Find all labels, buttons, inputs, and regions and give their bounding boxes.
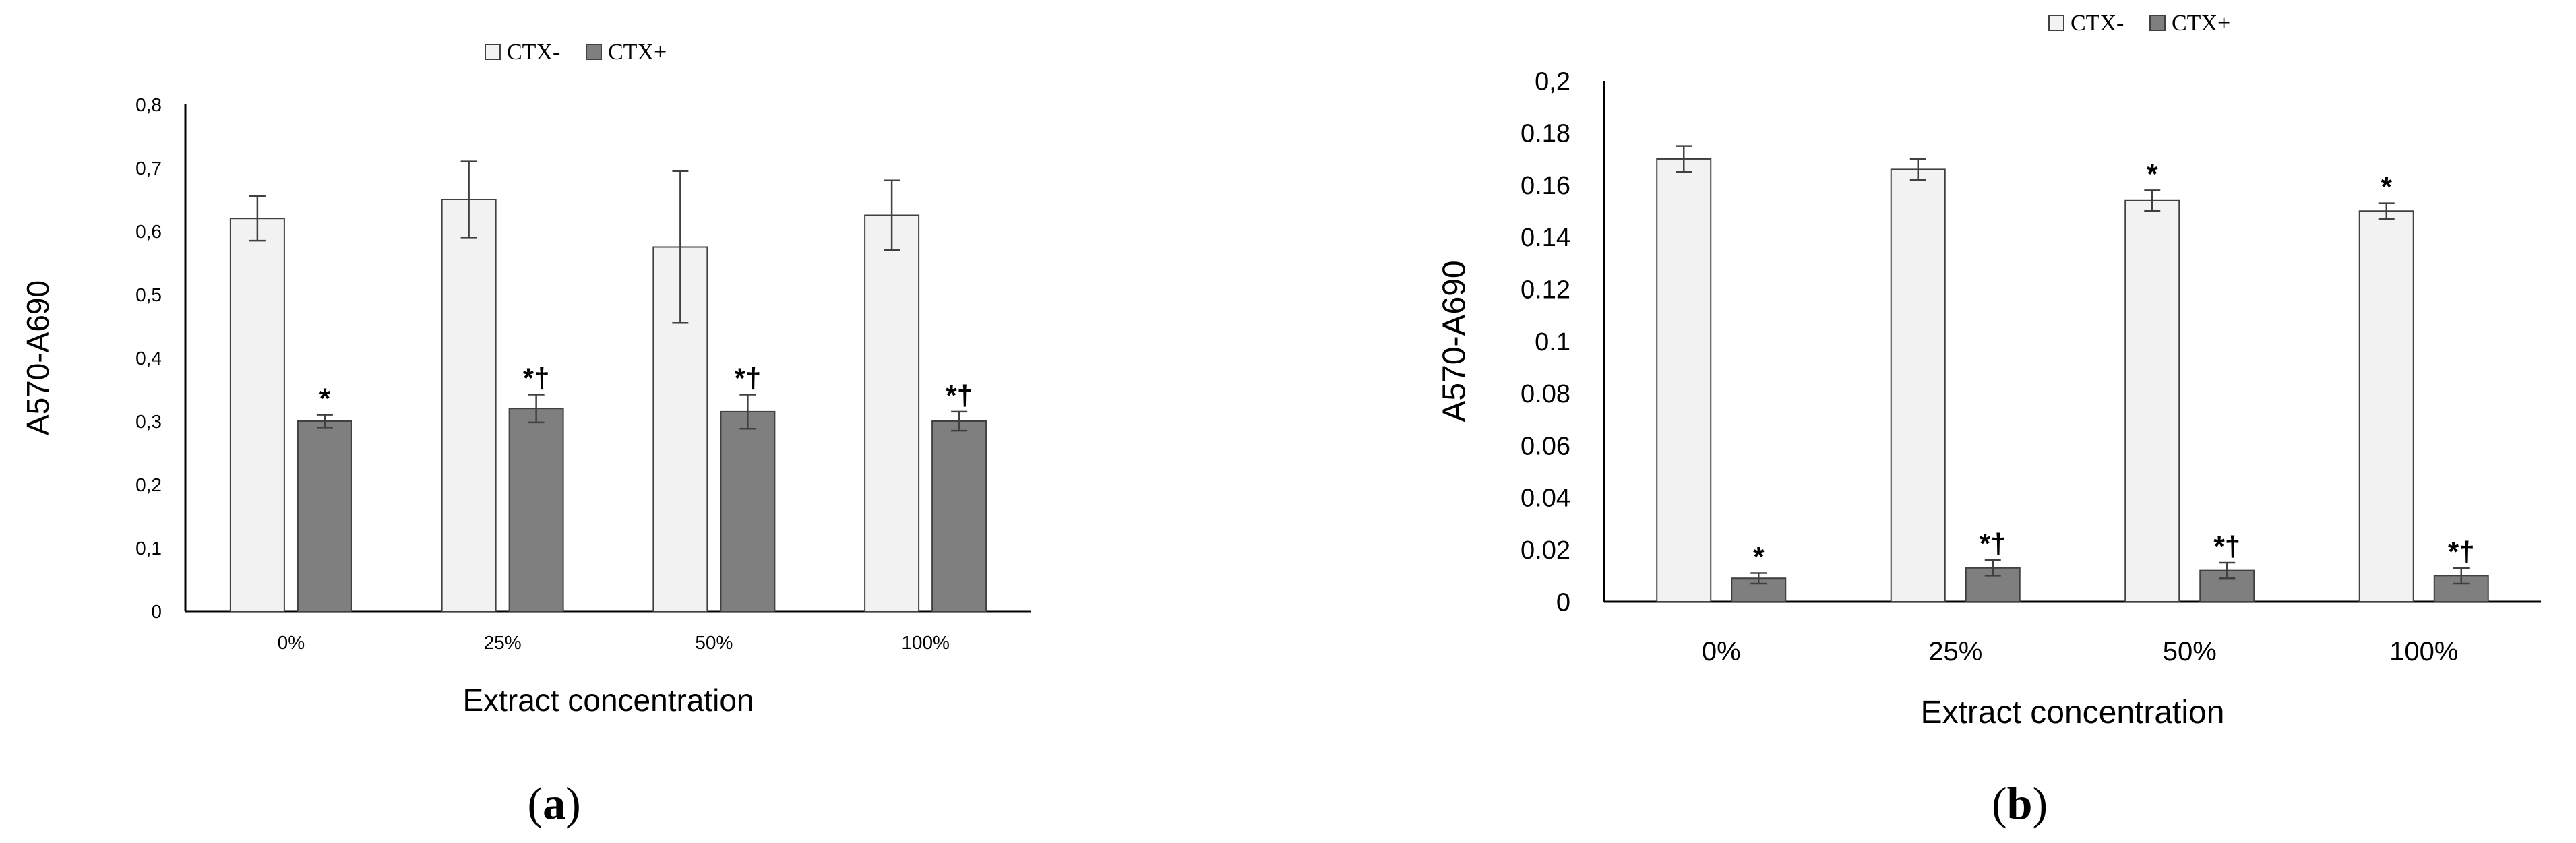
significance-marker: *† xyxy=(946,379,973,411)
bar-ctxplus-2 xyxy=(720,410,776,613)
y-tick-label: 0.12 xyxy=(1521,276,1570,305)
x-tick-label: 25% xyxy=(484,632,522,653)
y-tick-label: 0.1 xyxy=(1535,328,1570,356)
significance-marker: * xyxy=(1753,540,1765,572)
y-tick-label: 0.02 xyxy=(1521,536,1570,565)
legend-label: CTX- xyxy=(507,40,560,65)
x-tick-label: 25% xyxy=(1928,637,1982,666)
legend-label: CTX- xyxy=(2071,11,2124,36)
legend-swatch xyxy=(586,44,602,60)
x-tick-label: 50% xyxy=(2163,637,2217,666)
significance-marker: *† xyxy=(2448,536,2475,567)
bar-ctxminus-0 xyxy=(1656,158,1712,602)
x-tick-label: 100% xyxy=(901,632,950,653)
significance-marker: * xyxy=(2381,171,2393,203)
significance-marker: *† xyxy=(523,363,550,394)
bar-ctxminus-1 xyxy=(441,199,497,612)
y-tick-label: 0,8 xyxy=(135,94,162,115)
y-tick-label: 0.06 xyxy=(1521,432,1570,460)
panel-label: (b) xyxy=(1992,778,2048,829)
chart-panel-b: 0 0.02 0.04 0.06 0.08 0.1 0.12 0.14 0.16 0.18 0,2 A… xyxy=(1437,11,2541,829)
bar-ctxminus-2 xyxy=(2124,199,2180,603)
y-tick-label: 0,7 xyxy=(135,158,162,179)
x-axis-label: Extract concentration xyxy=(462,683,754,718)
y-tick-label: 0,5 xyxy=(135,284,162,305)
y-axis-label: A570-A690 xyxy=(20,280,55,435)
y-tick-label: 0.18 xyxy=(1521,120,1570,148)
x-tick-label: 100% xyxy=(2389,637,2458,666)
legend: CTX- CTX+ xyxy=(2048,11,2230,36)
legend-swatch xyxy=(2149,15,2166,31)
y-tick-label: 0.04 xyxy=(1521,485,1570,513)
bar-ctxplus-3 xyxy=(931,420,987,612)
x-tick-label: 0% xyxy=(1702,637,1741,666)
legend: CTX- CTX+ xyxy=(485,40,667,65)
y-tick-label: 0,3 xyxy=(135,411,162,432)
legend-swatch xyxy=(485,44,501,60)
y-tick-label: 0.08 xyxy=(1521,380,1570,408)
x-tick-label: 50% xyxy=(695,632,733,653)
x-axis-label: Extract concentration xyxy=(1921,695,2225,730)
bar-ctxminus-0 xyxy=(229,218,285,612)
panel-label: (a) xyxy=(528,778,581,829)
chart-panel-a: 0 0,1 0,2 0,3 0,4 0,5 0,6 0,7 0,8 A570-A690 * 0% *† 2… xyxy=(20,40,1031,829)
significance-marker: *† xyxy=(1980,528,2006,559)
bar-ctxminus-3 xyxy=(2358,210,2414,602)
y-tick-label: 0 xyxy=(1556,588,1570,617)
significance-marker: *† xyxy=(2213,530,2240,562)
y-tick-label: 0,1 xyxy=(135,538,162,559)
significance-marker: * xyxy=(2147,158,2158,189)
bar-ctxminus-3 xyxy=(864,214,920,612)
legend-label: CTX+ xyxy=(2172,11,2230,36)
bar-ctxplus-0 xyxy=(297,420,352,612)
x-tick-label: 0% xyxy=(278,632,305,653)
legend-label: CTX+ xyxy=(608,40,667,65)
bar-ctxminus-1 xyxy=(1890,168,1946,603)
y-tick-label: 0,2 xyxy=(1535,67,1570,96)
significance-marker: *† xyxy=(735,363,762,394)
bar-ctxplus-1 xyxy=(508,408,564,612)
y-tick-label: 0,4 xyxy=(135,348,162,369)
y-tick-label: 0,2 xyxy=(135,474,162,495)
y-tick-label: 0.14 xyxy=(1521,224,1570,252)
y-tick-label: 0 xyxy=(151,601,162,622)
significance-marker: * xyxy=(319,383,331,414)
y-tick-label: 0,6 xyxy=(135,221,162,242)
legend-swatch xyxy=(2048,15,2064,31)
y-tick-label: 0.16 xyxy=(1521,172,1570,200)
y-axis-label: A570-A690 xyxy=(1437,260,1473,422)
